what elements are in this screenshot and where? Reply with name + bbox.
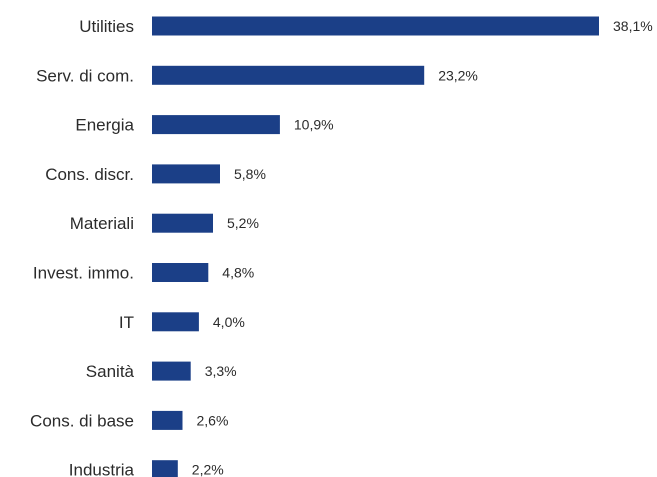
- value-label: 2,2%: [192, 462, 224, 477]
- value-label: 38,1%: [613, 18, 653, 34]
- category-label: Energia: [75, 116, 134, 135]
- value-label: 4,8%: [222, 265, 254, 281]
- bar: [152, 16, 599, 36]
- category-label: Serv. di com.: [36, 66, 134, 85]
- category-label: Cons. di base: [30, 411, 134, 430]
- value-label: 3,3%: [205, 363, 237, 379]
- value-label: 10,9%: [294, 117, 334, 133]
- value-label: 4,0%: [213, 314, 245, 330]
- category-label: Sanità: [86, 362, 135, 381]
- bar: [152, 410, 183, 430]
- bar: [152, 164, 220, 184]
- category-label: Invest. immo.: [33, 264, 134, 283]
- bar: [152, 361, 191, 381]
- category-label: IT: [119, 313, 134, 332]
- bar: [152, 312, 199, 332]
- bar: [152, 65, 425, 85]
- value-label: 5,8%: [234, 166, 266, 182]
- bar: [152, 115, 280, 135]
- category-label: Industria: [69, 461, 135, 477]
- category-label: Materiali: [70, 214, 134, 233]
- bar: [152, 213, 213, 233]
- bar: [152, 263, 209, 282]
- bar: [152, 460, 178, 477]
- value-label: 2,6%: [197, 412, 229, 428]
- value-label: 5,2%: [227, 215, 259, 231]
- category-label: Cons. discr.: [45, 165, 134, 184]
- category-label: Utilities: [79, 17, 134, 36]
- value-label: 23,2%: [438, 67, 478, 83]
